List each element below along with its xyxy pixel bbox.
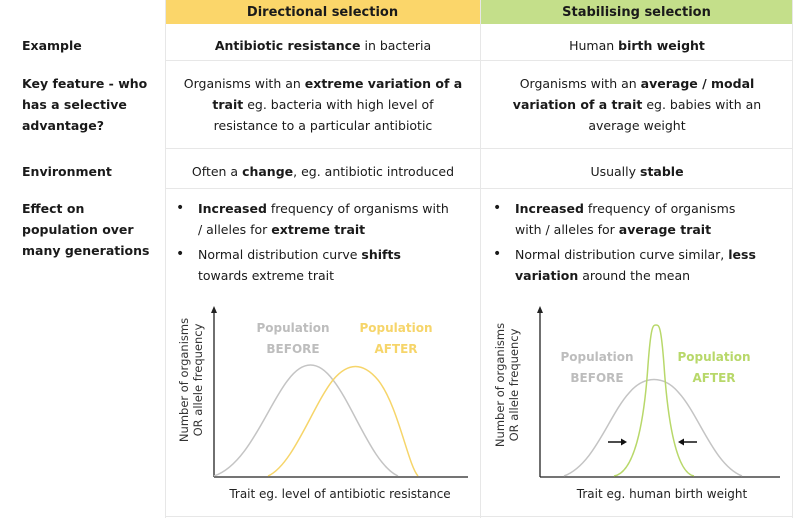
y-axis-label: Number of organisms (493, 323, 507, 447)
population-before-label: BEFORE (266, 342, 319, 356)
directional-effect-list: Increased frequency of organisms with / … (168, 198, 478, 290)
list-item: Increased frequency of organisms with / … (168, 198, 478, 240)
table-left-border (165, 0, 166, 518)
directional-example-cell: Antibiotic resistance in bacteria (214, 38, 432, 53)
population-after-curve (267, 365, 419, 477)
population-after-curve (613, 324, 695, 477)
population-before-label: Population (560, 350, 633, 364)
arrow-left-icon (678, 438, 684, 446)
y-axis-arrowhead (537, 306, 543, 313)
list-item: Normal distribution curve similar, less … (485, 244, 790, 286)
row-label-example: Example (22, 38, 82, 53)
table-bottom-border (165, 516, 792, 517)
population-before-label: Population (256, 321, 329, 335)
list-item: Increased frequency of organisms with / … (485, 198, 790, 240)
list-item: Normal distribution curve shifts towards… (168, 244, 478, 286)
row-divider (165, 60, 792, 61)
x-axis-label: Trait eg. human birth weight (576, 487, 748, 501)
population-after-label: Population (677, 350, 750, 364)
row-divider (165, 148, 792, 149)
population-before-curve (563, 378, 743, 477)
stabilising-selection-header: Stabilising selection (481, 0, 792, 24)
y-axis-arrowhead (211, 306, 217, 313)
directional-selection-graph: Number of organisms OR allele frequency … (177, 306, 468, 501)
table-column-divider (480, 0, 481, 518)
y-axis-label: OR allele frequency (507, 328, 521, 441)
stabilising-environment-cell: Usually stable (590, 164, 684, 179)
population-before-label: BEFORE (570, 371, 623, 385)
row-label-effect: Effect on population over many generatio… (22, 201, 150, 258)
stabilising-selection-graph: Number of organisms OR allele frequency … (493, 306, 780, 501)
row-label-key-feature: Key feature - who has a selective advant… (22, 76, 148, 133)
stabilising-example-cell: Human birth weight (569, 38, 705, 53)
directional-key-feature-cell: Organisms with an extreme variation of a… (183, 76, 463, 133)
population-before-curve (213, 364, 399, 477)
directional-selection-header: Directional selection (165, 0, 480, 24)
row-divider (165, 188, 792, 189)
row-label-environment: Environment (22, 164, 112, 179)
y-axis-label: OR allele frequency (191, 323, 205, 436)
population-after-label: Population (359, 321, 432, 335)
population-after-label: AFTER (692, 371, 735, 385)
x-axis-label: Trait eg. level of antibiotic resistance (228, 487, 450, 501)
stabilising-key-feature-cell: Organisms with an average / modal variat… (512, 76, 762, 133)
stabilising-effect-list: Increased frequency of organisms with / … (485, 198, 790, 290)
population-after-label: AFTER (374, 342, 417, 356)
directional-environment-cell: Often a change, eg. antibiotic introduce… (191, 164, 455, 179)
arrow-right-icon (621, 438, 627, 446)
y-axis-label: Number of organisms (177, 318, 191, 442)
